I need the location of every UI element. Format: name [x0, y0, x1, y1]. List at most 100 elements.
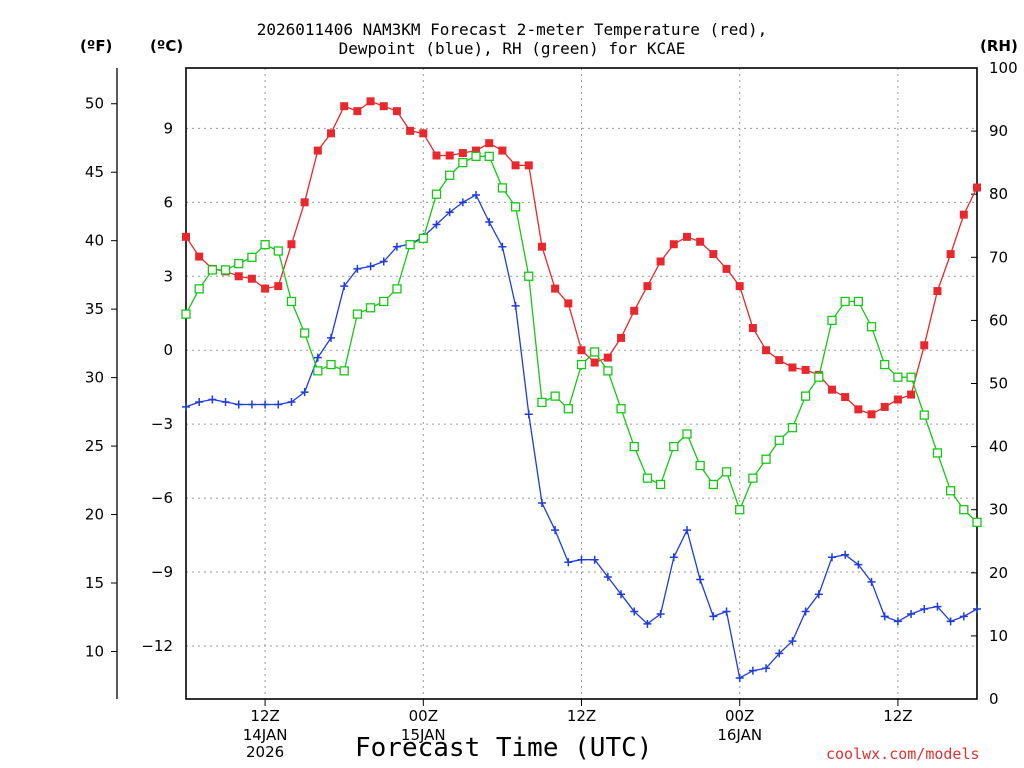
dewpoint-point: [551, 526, 560, 535]
rh-point: [181, 309, 191, 319]
dewpoint-point: [933, 602, 942, 611]
2-meter-temperature-point: [775, 356, 784, 365]
celsius-tick-label: −3: [151, 415, 173, 433]
dewpoint-point: [524, 410, 533, 419]
2-meter-temperature-point: [406, 126, 415, 135]
rh-point: [748, 473, 758, 483]
rh-point: [445, 170, 455, 180]
rh-point: [682, 429, 692, 439]
rh-point: [669, 441, 679, 452]
2-meter-temperature-point: [880, 402, 889, 411]
dewpoint-point: [195, 397, 204, 406]
rh-point: [787, 423, 798, 433]
2-meter-temperature-point: [524, 161, 533, 170]
2-meter-temperature-point: [445, 151, 454, 160]
fahrenheit-tick-label: 40: [85, 232, 104, 250]
rh-point: [906, 372, 916, 382]
rh-point: [972, 517, 982, 527]
rh-point: [629, 441, 639, 452]
fahrenheit-unit-label: (ºF): [80, 37, 113, 55]
2-meter-temperature-point: [841, 393, 850, 402]
2-meter-temperature-point: [933, 287, 942, 296]
rh-point: [405, 240, 415, 250]
dewpoint-point: [748, 666, 757, 675]
x-tick-date-label: 15JAN: [401, 726, 446, 744]
fahrenheit-tick-label: 25: [85, 437, 104, 455]
rh-point: [431, 189, 442, 199]
rh-point: [919, 410, 929, 420]
dewpoint-point: [656, 609, 665, 618]
2-meter-temperature-point: [669, 240, 678, 249]
2-meter-temperature-point: [458, 149, 467, 158]
2-meter-temperature-point: [696, 237, 705, 246]
celsius-tick-label: −12: [141, 637, 173, 655]
dewpoint-point: [182, 402, 190, 411]
dewpoint-point: [762, 664, 771, 673]
dewpoint-point: [617, 590, 626, 599]
rh-point: [945, 486, 956, 496]
dewpoint-point: [577, 555, 586, 564]
rh-point: [510, 202, 521, 212]
rh-point: [735, 505, 745, 515]
rh-tick-label: 10: [989, 627, 1008, 645]
fahrenheit-tick-label: 20: [85, 506, 104, 524]
dewpoint-point: [274, 400, 283, 409]
dewpoint-point: [841, 550, 850, 559]
2-meter-temperature-point: [313, 146, 322, 155]
dewpoint-point: [485, 218, 494, 227]
dewpoint-point: [880, 612, 889, 621]
rh-point: [458, 157, 468, 168]
2-meter-temperature-point: [472, 146, 481, 155]
rh-tick-label: 100: [989, 59, 1018, 77]
2-meter-temperature-point: [498, 146, 507, 155]
rh-point: [234, 258, 244, 269]
rh-point: [616, 404, 626, 414]
dewpoint-point: [893, 617, 902, 626]
celsius-tick-label: 9: [163, 119, 173, 137]
rh-point: [761, 454, 771, 464]
dewpoint-point: [854, 560, 863, 569]
fahrenheit-tick-label: 35: [85, 300, 104, 318]
rh-point: [695, 460, 705, 471]
rh-point: [339, 366, 349, 376]
rh-tick-label: 30: [989, 501, 1008, 519]
rh-point: [299, 328, 310, 338]
credit-link[interactable]: coolwx.com/models: [826, 745, 980, 763]
2-meter-temperature-point: [920, 341, 929, 350]
2-meter-temperature-point: [709, 250, 718, 259]
dewpoint-point: [340, 282, 349, 291]
dewpoint-point: [603, 572, 612, 581]
rh-point: [774, 435, 784, 445]
x-tick-date-label: 14JAN: [243, 726, 288, 744]
dewpoint-point: [537, 499, 546, 508]
rh-point: [959, 505, 969, 515]
2-meter-temperature-point: [340, 102, 349, 111]
dewpoint-point: [247, 400, 256, 409]
celsius-tick-label: −6: [151, 489, 173, 507]
2-meter-temperature-point: [682, 232, 691, 241]
rh-tick-label: 0: [989, 690, 999, 708]
rh-point: [273, 246, 283, 256]
rh-point: [590, 347, 600, 357]
2-meter-temperature-point: [643, 282, 652, 291]
2-meter-temperature-point: [537, 242, 546, 251]
dewpoint-point: [221, 397, 230, 406]
x-tick-label: 12Z: [567, 707, 596, 725]
dewpoint-point: [959, 612, 968, 621]
rh-point: [642, 473, 653, 483]
2-meter-temperature-point: [195, 252, 204, 261]
rh-tick-label: 70: [989, 248, 1008, 266]
x-tick-label: 00Z: [409, 707, 438, 725]
2-meter-temperature-point: [234, 272, 243, 281]
2-meter-temperature-point: [261, 284, 270, 293]
celsius-tick-label: −9: [151, 563, 173, 581]
rh-point: [326, 359, 336, 370]
dewpoint-point: [327, 333, 336, 342]
celsius-tick-label: 0: [163, 341, 173, 359]
dewpoint-point: [392, 242, 401, 251]
2-meter-temperature-point: [590, 358, 599, 367]
dewpoint-point: [511, 301, 520, 310]
x-tick-date-label: 2026: [246, 743, 284, 761]
grid-lines: [186, 68, 977, 699]
